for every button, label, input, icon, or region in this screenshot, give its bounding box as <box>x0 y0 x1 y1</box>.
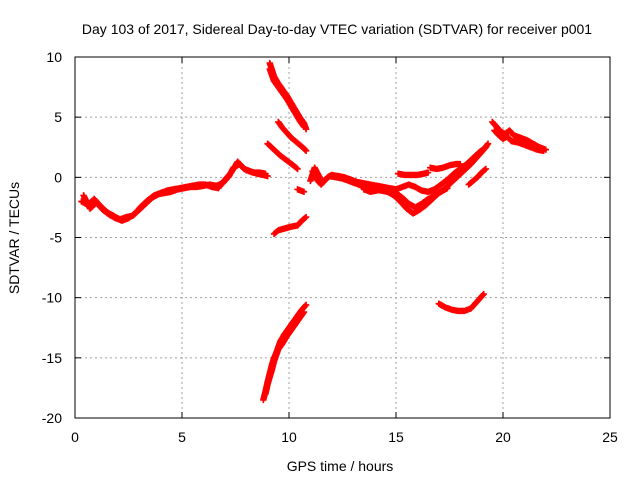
data-point <box>294 165 301 173</box>
data-point <box>424 169 432 176</box>
y-tick-label: 5 <box>54 109 62 125</box>
x-tick-label: 15 <box>388 429 404 445</box>
data-track <box>264 140 301 173</box>
y-tick-label: -15 <box>42 350 62 366</box>
data-point <box>302 301 310 309</box>
data-point <box>482 165 490 173</box>
y-tick-label: -10 <box>42 290 62 306</box>
x-tick-label: 25 <box>602 429 618 445</box>
y-axis-label: SDTVAR / TECUs <box>6 182 22 294</box>
data-track <box>80 158 269 224</box>
data-track <box>435 290 487 315</box>
x-tick-label: 20 <box>495 429 511 445</box>
data-track <box>360 184 451 211</box>
y-tick-label: 0 <box>54 169 62 185</box>
axis-ticks: 0 5 10 15 20 25 -20 -15 -10 -5 0 5 10 <box>42 49 618 445</box>
x-tick-label: 10 <box>281 429 297 445</box>
data-point <box>301 214 309 222</box>
data-points <box>78 59 549 404</box>
data-point <box>540 147 547 155</box>
grid-lines <box>75 57 610 418</box>
x-axis-label: GPS time / hours <box>287 458 394 474</box>
data-point <box>300 123 308 130</box>
data-track <box>465 165 490 188</box>
data-point <box>302 302 309 310</box>
data-track <box>270 213 310 238</box>
data-point <box>480 290 487 298</box>
data-point <box>302 213 310 221</box>
data-point <box>300 188 308 195</box>
x-tick-label: 0 <box>71 429 79 445</box>
data-track <box>294 186 308 195</box>
data-point <box>484 140 492 147</box>
data-point <box>481 166 489 174</box>
data-track <box>262 308 308 398</box>
data-track <box>491 127 547 155</box>
data-point <box>444 184 451 192</box>
data-track <box>266 65 308 130</box>
x-tick-label: 5 <box>178 429 186 445</box>
chart-title: Day 103 of 2017, Sidereal Day-to-day VTE… <box>82 21 592 37</box>
data-track <box>309 140 492 217</box>
data-point <box>262 170 269 177</box>
data-track <box>394 169 432 179</box>
y-tick-label: 10 <box>46 49 62 65</box>
data-point <box>302 147 310 155</box>
data-point <box>479 291 487 299</box>
data-track <box>275 118 310 155</box>
data-track <box>427 160 464 173</box>
y-tick-label: -20 <box>42 410 62 426</box>
data-point <box>293 164 300 172</box>
data-point <box>300 308 308 316</box>
data-point <box>457 160 464 168</box>
y-tick-label: -5 <box>50 230 63 246</box>
